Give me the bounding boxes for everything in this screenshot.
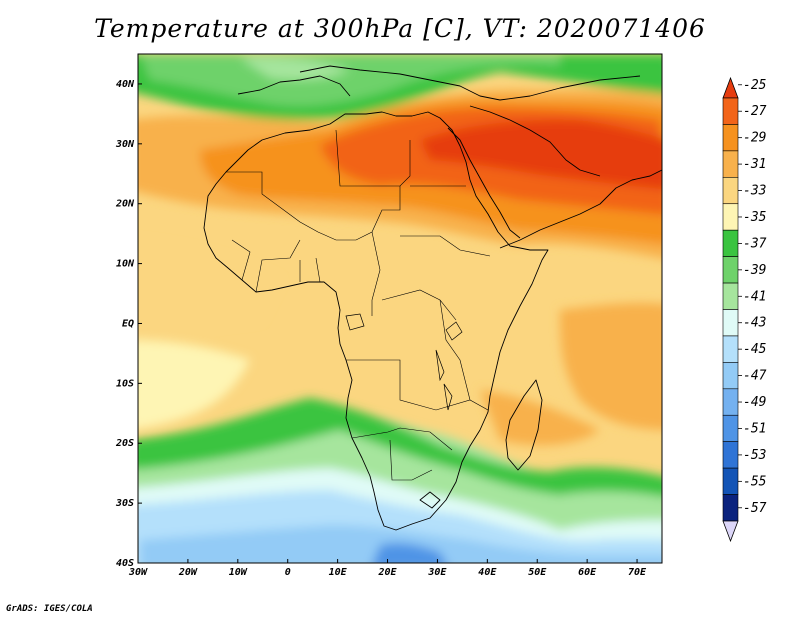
colorbar-label: -49	[743, 395, 766, 410]
colorbar-segment	[722, 177, 739, 205]
colorbar-label: -53	[743, 448, 766, 463]
lon-label: 20E	[377, 567, 397, 578]
colorbar-label: -57	[743, 501, 767, 516]
colorbar-segment	[722, 150, 739, 178]
lat-label: 20S	[115, 438, 134, 449]
colorbar-segment	[722, 414, 739, 442]
lat-label: 40N	[116, 79, 135, 90]
longitude-axis: 30W 20W 10W 0 10E 20E 30E 40E 50E 60E 70E	[128, 559, 647, 578]
colorbar-label: -55	[743, 474, 767, 489]
colorbar-over-triangle	[722, 76, 739, 99]
country-borders	[226, 129, 491, 481]
colorbar-segment	[722, 97, 739, 125]
colorbar-segment	[722, 388, 739, 416]
latitude-axis: 40N 30N 20N 10N EQ 10S 20S 30S 40S	[115, 79, 142, 569]
colorbar-label: -29	[743, 131, 766, 146]
colorbar-segment	[722, 309, 739, 337]
lon-label: 40E	[478, 567, 497, 578]
colorbar-label: -51	[743, 421, 766, 436]
colorbar-segment	[722, 256, 739, 284]
colorbar-label: -43	[743, 316, 766, 331]
colorbar-segment	[722, 494, 739, 522]
lon-label: 10W	[229, 567, 248, 578]
colorbar-label: -41	[743, 289, 766, 304]
map-frame	[137, 53, 663, 564]
colorbar-segment	[722, 467, 739, 495]
colorbar-label: -45	[743, 342, 767, 357]
lat-label: 10N	[116, 259, 135, 270]
colorbar-label: -37	[743, 236, 767, 251]
lon-label: 50E	[528, 567, 547, 578]
colorbar-label: -39	[743, 263, 766, 278]
lon-label: 20W	[178, 567, 198, 578]
temperature-field	[138, 54, 662, 563]
colorbar-label: -35	[743, 210, 767, 225]
lat-label: EQ	[122, 318, 134, 329]
colorbar: -25 -27 -29 -31 -33 -35 -37 -39 -41 -43 -45 -47 -49 -…	[722, 76, 767, 543]
lon-label: 30E	[427, 567, 447, 578]
lat-label: 10S	[116, 378, 134, 389]
coastlines	[203, 65, 662, 531]
map-title: Temperature at 300hPa [C], VT: 202007140…	[94, 14, 706, 43]
colorbar-label: -27	[743, 104, 767, 119]
colorbar-segment	[722, 229, 739, 257]
colorbar-under-triangle	[722, 520, 739, 543]
colorbar-segment	[722, 282, 739, 310]
colorbar-segment	[722, 124, 739, 152]
lakes	[345, 313, 463, 411]
lon-label: 10E	[329, 567, 348, 578]
colorbar-label: -47	[743, 369, 767, 384]
colorbar-segment	[722, 335, 739, 363]
colorbar-label: -33	[743, 184, 766, 199]
colorbar-segment	[722, 362, 739, 390]
lat-label: 30S	[115, 498, 134, 509]
colorbar-segment	[722, 203, 739, 231]
lon-label: 70E	[628, 567, 647, 578]
lat-label: 40S	[116, 558, 134, 569]
colorbar-segment	[722, 441, 739, 469]
credit-text: GrADS: IGES/COLA	[6, 604, 93, 614]
lon-label: 30W	[128, 567, 148, 578]
lon-label: 0	[285, 567, 291, 578]
colorbar-label: -31	[743, 157, 766, 172]
lat-label: 20N	[115, 199, 135, 210]
colorbar-label: -25	[743, 78, 767, 93]
lat-label: 30N	[115, 139, 135, 150]
lon-label: 60E	[578, 567, 597, 578]
